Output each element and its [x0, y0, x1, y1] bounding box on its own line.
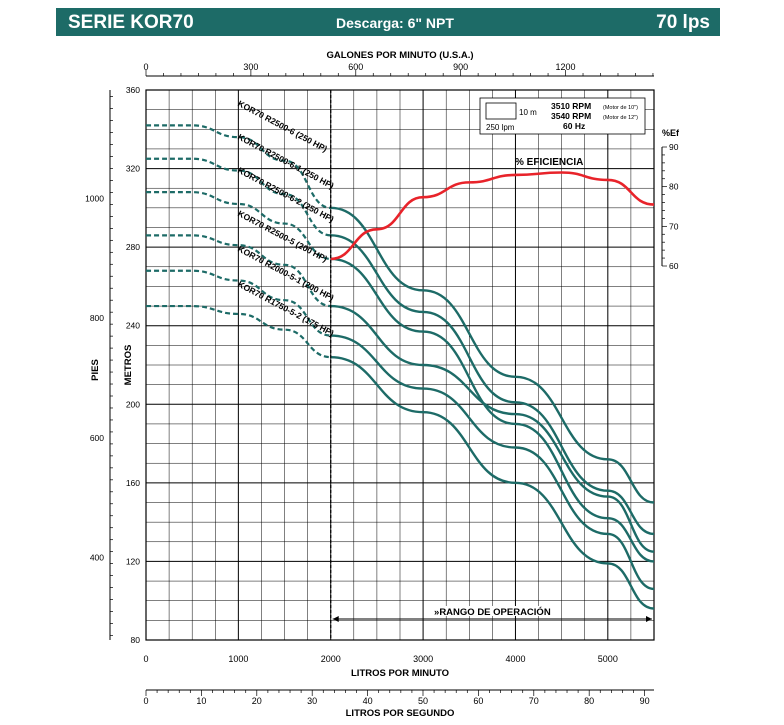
- top-axis-tick-label: 1200: [556, 62, 576, 72]
- flow-rating: 70 lps: [656, 12, 710, 33]
- bottom-axis-tick-label: 2000: [321, 654, 341, 664]
- legend-scale-square: [485, 102, 517, 120]
- metros-tick-label: 80: [131, 635, 141, 645]
- operating-range-arrow-right: [646, 616, 652, 622]
- pies-axis-title: PIES: [90, 359, 101, 381]
- legend-rpm-12-note: (Motor de 12"): [603, 115, 638, 121]
- bottom-axis-tick-label: 3000: [413, 654, 433, 664]
- bottom-axis-tick-label: 4000: [505, 654, 525, 664]
- top-axis-tick-label: 0: [143, 62, 148, 72]
- series-title: SERIE KOR70: [68, 12, 194, 33]
- legend-rpm-10-note: (Motor de 10"): [603, 105, 638, 111]
- curve-dashed-5: [145, 269, 331, 337]
- efficiency-tick-label: 80: [669, 182, 679, 192]
- bottom-axis-tick-label: 0: [143, 654, 148, 664]
- lps-axis-tick-label: 70: [529, 696, 539, 706]
- curve-dashed-2: [146, 157, 331, 237]
- curve-dashed-3: [146, 191, 331, 261]
- efficiency-tick-label: 60: [669, 261, 679, 271]
- metros-tick-label: 280: [126, 242, 140, 252]
- pies-tick-label: 1000: [85, 193, 104, 203]
- discharge-label: Descarga: 6" NPT: [336, 15, 454, 31]
- pies-tick-label: 600: [90, 433, 104, 443]
- efficiency-axis-title: %Ef: [662, 128, 680, 138]
- legend-scale-flow: 250 lpm: [486, 123, 515, 132]
- curve-solid-4: [330, 304, 655, 553]
- lps-axis-tick-label: 50: [418, 696, 428, 706]
- top-axis-tick-label: 600: [348, 62, 363, 72]
- metros-tick-label: 320: [126, 164, 140, 174]
- pies-tick-label: 400: [90, 553, 104, 563]
- efficiency-tick-label: 70: [669, 221, 679, 231]
- metros-tick-label: 200: [126, 399, 140, 409]
- chart-grid: [145, 89, 655, 641]
- bottom-axis-title: LITROS POR MINUTO: [351, 668, 449, 679]
- curve-dashed-1: [145, 124, 331, 209]
- pies-tick-label: 800: [90, 313, 104, 323]
- operating-range: »RANGO DE OPERACIÓN: [330, 90, 652, 640]
- curve-solid-5: [330, 334, 655, 591]
- efficiency-label: % EFICIENCIA: [515, 157, 583, 168]
- curve-dashed-6: [145, 304, 331, 359]
- metros-tick-label: 160: [126, 478, 140, 488]
- lps-axis-tick-label: 60: [473, 696, 483, 706]
- operating-range-arrow-left: [332, 616, 339, 622]
- curve-solid-6: [330, 355, 655, 610]
- operating-range-label-bg: [432, 606, 553, 616]
- metros-tick-label: 240: [126, 321, 140, 331]
- metros-tick-label: 360: [126, 85, 140, 95]
- efficiency-curve-group: % EFICIENCIA: [330, 157, 655, 261]
- curve-dashed-4: [145, 234, 331, 308]
- lps-axis-tick-label: 10: [196, 696, 206, 706]
- efficiency-curve: [330, 171, 655, 261]
- metros-tick-label: 120: [126, 556, 140, 566]
- curve-solid-3: [330, 257, 655, 563]
- legend-rpm-10: 3510 RPM: [551, 101, 591, 111]
- lps-axis-tick-label: 20: [252, 696, 262, 706]
- legend-rpm-12: 3540 RPM: [551, 111, 591, 121]
- lps-axis-tick-label: 80: [584, 696, 594, 706]
- legend-box: 10 m 250 lpm 3510 RPM (Motor de 10") 3540 RP…: [479, 97, 646, 135]
- lps-axis-tick-label: 40: [363, 696, 373, 706]
- efficiency-tick-label: 90: [669, 142, 679, 152]
- lps-axis-tick-label: 30: [307, 696, 317, 706]
- plot-frame: [145, 89, 655, 641]
- legend-scale-head: 10 m: [519, 108, 537, 117]
- top-axis-tick-label: 300: [243, 62, 258, 72]
- top-axis-tick-label: 900: [453, 62, 468, 72]
- operating-range-label: »RANGO DE OPERACIÓN: [434, 606, 551, 618]
- lps-axis-title: LITROS POR SEGUNDO: [346, 708, 455, 719]
- title-banner: SERIE KOR70 Descarga: 6" NPT 70 lps: [56, 8, 720, 36]
- bottom-axis-tick-label: 1000: [228, 654, 248, 664]
- legend-hz: 60 Hz: [563, 121, 585, 131]
- curve-solid-1: [330, 206, 655, 504]
- metros-axis-title: METROS: [123, 345, 134, 386]
- top-axis-title: GALONES POR MINUTO (U.S.A.): [326, 50, 473, 61]
- bottom-axis-tick-label: 5000: [598, 654, 618, 664]
- lps-axis-tick-label: 0: [143, 696, 148, 706]
- lps-axis-tick-label: 90: [640, 696, 650, 706]
- curve-solid-2: [330, 234, 655, 536]
